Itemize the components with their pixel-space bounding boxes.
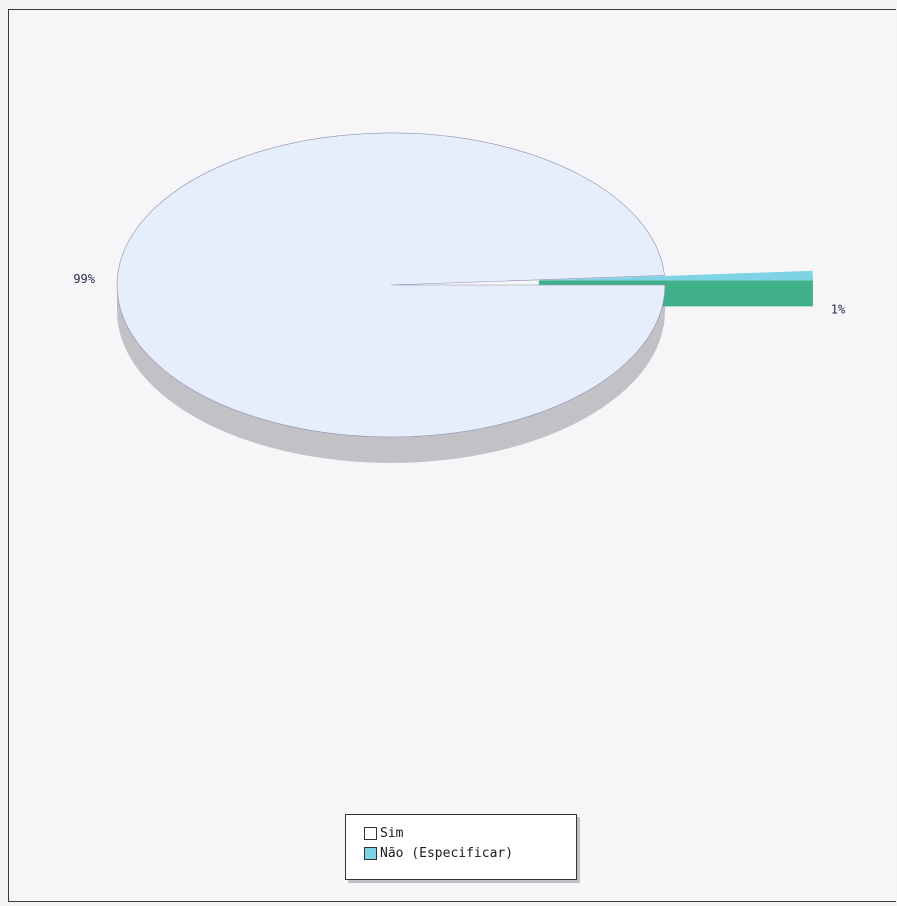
pie-side-sim	[117, 285, 665, 463]
pie-slice-nao-especificar	[538, 270, 813, 281]
legend-item-sim: Sim	[364, 823, 576, 843]
chart-legend: Sim Não (Especificar)	[345, 814, 577, 880]
pie-label-nao-especificar: 1%	[831, 303, 846, 317]
legend-swatch-sim	[364, 826, 377, 840]
legend-label-nao-especificar: Não (Especificar)	[380, 845, 514, 861]
legend-swatch-nao-especificar	[364, 846, 377, 860]
legend-label-sim: Sim	[380, 825, 404, 841]
legend-item-nao-especificar: Não (Especificar)	[364, 843, 576, 863]
pie-label-sim: 99%	[73, 272, 95, 286]
pie-slice-sim	[116, 132, 666, 438]
